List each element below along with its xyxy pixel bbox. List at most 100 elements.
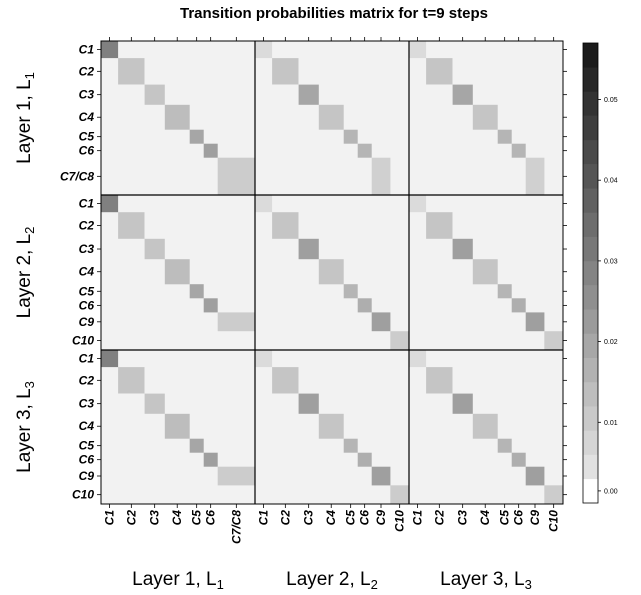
block-L1-L2-C9 (371, 157, 391, 195)
colorbar-tick-label: 0.03 (604, 258, 618, 265)
block-L3-L3-C6 (511, 452, 526, 467)
row-label-c7-c8: C7/C8 (60, 169, 94, 183)
block-L3-L1-C1 (101, 350, 119, 368)
block-L3-L1-C3 (144, 393, 165, 414)
row-label-c2: C2 (79, 64, 95, 78)
row-label-c2: C2 (79, 219, 95, 233)
row-layer-label-3: Layer 3, L3 (14, 381, 37, 473)
heatmap-plot-area (97, 37, 567, 508)
block-L2-L3-C1 (409, 195, 427, 213)
colorbar-frame (582, 42, 599, 504)
block-L2-L2-C1 (255, 195, 273, 213)
block-L1-L2-C4 (318, 104, 344, 130)
block-L3-L1-C6 (203, 452, 218, 467)
column-cluster-labels: C1 C2 C3 C4 C5 C6 C7/C8 C1 C2 C3 C4 C5 C6 C9 C10 C1 C2 C3… (103, 510, 561, 544)
block-L1-L1-C6 (203, 143, 218, 158)
block-L1-L3-C3 (452, 84, 473, 105)
row-label-c5: C5 (79, 284, 95, 298)
colorbar-tick-label: 0.00 (604, 488, 618, 495)
block-L3-L1-C2 (118, 367, 145, 394)
row-label-c3: C3 (79, 397, 95, 411)
block-L2-L2-C10 (390, 331, 409, 350)
colorbar-step (583, 406, 598, 431)
block-L1-L2-C2 (272, 58, 299, 85)
row-label-c10: C10 (72, 488, 94, 502)
block-L3-L2-C1 (255, 350, 273, 368)
block-L3-L2-C3 (298, 393, 319, 414)
block-L2-L2-C3 (298, 238, 319, 260)
block-L3-L3-C9 (525, 466, 545, 486)
col-label-c4: C4 (324, 510, 338, 526)
col-label-c3: C3 (148, 510, 162, 526)
block-L2-L1-C5 (189, 284, 204, 299)
row-label-c1: C1 (79, 43, 95, 57)
block-L1-L3-C6 (511, 143, 526, 158)
block-L2-L3-C4 (472, 259, 498, 285)
block-L3-L2-C4 (318, 413, 344, 439)
colorbar-step (583, 478, 598, 504)
col-label-c5: C5 (344, 510, 358, 526)
col-layer-label-1: Layer 1, L1 (132, 569, 224, 592)
colorbar-step (583, 236, 598, 262)
col-label-c2: C2 (432, 510, 446, 526)
layer-labels: Layer 1, L1 Layer 1, L1 Layer 2, L2 Layer 2… (14, 72, 532, 592)
row-label-c5: C5 (79, 130, 95, 144)
col-label-c2: C2 (124, 510, 138, 526)
col-label-c9: C9 (528, 510, 542, 526)
row-label-c10: C10 (72, 334, 94, 348)
block-L2-L1-C4 (164, 259, 190, 285)
col-label-c5: C5 (190, 510, 204, 526)
colorbar-step (583, 260, 598, 286)
row-label-c1: C1 (79, 352, 95, 366)
block-L1-L2-C1 (255, 41, 273, 59)
block-L3-L2-C2 (272, 367, 299, 394)
block-L1-L1-C4 (164, 104, 190, 130)
colorbar-step (583, 43, 598, 68)
row-label-c3: C3 (79, 242, 95, 256)
row-cluster-labels: C1C2C3C4C5C6C7/C8C1C2C3C4C5C6C9C10C1C2C3… (60, 43, 94, 502)
colorbar: 0.00 0.01 0.02 0.03 0.04 0.05 (582, 42, 618, 504)
block-L3-L1-C7/C8 (217, 466, 255, 486)
block-L1-L2-C3 (298, 84, 319, 105)
col-label-c7-c8: C7/C8 (229, 510, 243, 544)
block-L3-L2-C5 (343, 438, 358, 453)
block-L1-L3-C5 (497, 129, 512, 144)
row-label-c4: C4 (79, 419, 95, 433)
col-label-c1: C1 (257, 510, 271, 526)
block-L2-L3-C6 (511, 298, 526, 313)
colorbar-step (583, 309, 598, 334)
block-L2-L2-C2 (272, 212, 299, 239)
block-L1-L2-C6 (357, 143, 372, 158)
block-L3-L3-C2 (426, 367, 453, 394)
col-label-c1: C1 (411, 510, 425, 526)
col-label-c1: C1 (103, 510, 117, 526)
col-label-c10: C10 (547, 510, 561, 532)
block-L3-L3-C4 (472, 413, 498, 439)
block-L3-L1-C4 (164, 413, 190, 439)
block-L1-L1-C5 (189, 129, 204, 144)
colorbar-step (583, 430, 598, 455)
row-label-c3: C3 (79, 88, 95, 102)
colorbar-step (583, 164, 598, 189)
colorbar-step (583, 454, 598, 480)
col-label-c6: C6 (358, 510, 372, 526)
col-label-c9: C9 (374, 510, 388, 526)
block-L1-L1-C3 (144, 84, 165, 105)
row-label-c1: C1 (79, 197, 95, 211)
block-L2-L3-C5 (497, 284, 512, 299)
colorbar-step (583, 357, 598, 383)
col-label-c3: C3 (456, 510, 470, 526)
col-label-c4: C4 (170, 510, 184, 526)
chart-title: Transition probabilities matrix for t=9 … (180, 5, 488, 22)
block-L1-L1-C1 (101, 41, 119, 59)
row-label-c6: C6 (79, 453, 95, 467)
block-L2-L3-C10 (544, 331, 563, 350)
colorbar-step (583, 139, 598, 165)
colorbar-step (583, 91, 598, 116)
block-L3-L3-C1 (409, 350, 427, 368)
colorbar-tick-label: 0.04 (604, 178, 618, 185)
colorbar-step (583, 67, 598, 92)
block-L2-L1-C3 (144, 238, 165, 260)
block-L2-L2-C9 (371, 312, 391, 332)
